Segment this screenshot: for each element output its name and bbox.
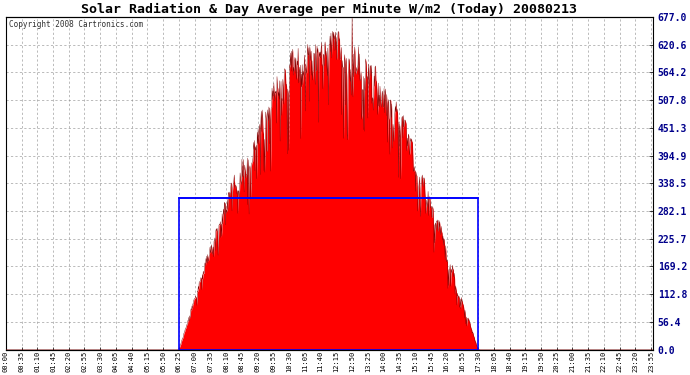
Title: Solar Radiation & Day Average per Minute W/m2 (Today) 20080213: Solar Radiation & Day Average per Minute… xyxy=(81,3,578,16)
Bar xyxy=(179,198,478,350)
Text: Copyright 2008 Cartronics.com: Copyright 2008 Cartronics.com xyxy=(9,20,143,29)
